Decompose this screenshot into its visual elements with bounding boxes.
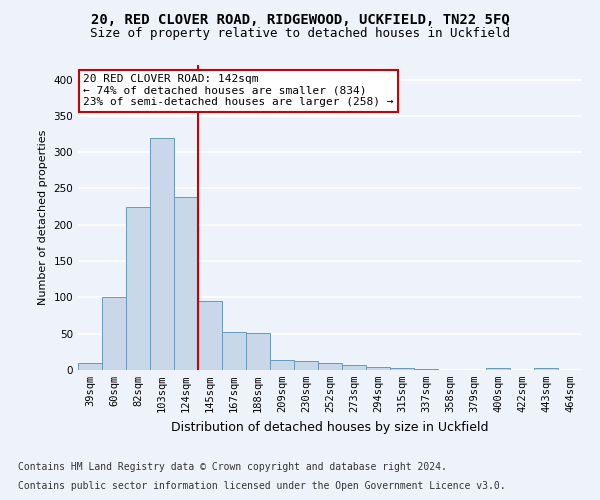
Bar xyxy=(198,301,222,370)
Text: Contains HM Land Registry data © Crown copyright and database right 2024.: Contains HM Land Registry data © Crown c… xyxy=(18,462,447,472)
Bar xyxy=(78,362,102,370)
Text: 20 RED CLOVER ROAD: 142sqm
← 74% of detached houses are smaller (834)
23% of sem: 20 RED CLOVER ROAD: 142sqm ← 74% of deta… xyxy=(83,74,394,108)
Text: 20, RED CLOVER ROAD, RIDGEWOOD, UCKFIELD, TN22 5FQ: 20, RED CLOVER ROAD, RIDGEWOOD, UCKFIELD… xyxy=(91,12,509,26)
X-axis label: Distribution of detached houses by size in Uckfield: Distribution of detached houses by size … xyxy=(171,420,489,434)
Text: Size of property relative to detached houses in Uckfield: Size of property relative to detached ho… xyxy=(90,28,510,40)
Bar xyxy=(270,360,294,370)
Bar xyxy=(414,368,438,370)
Bar xyxy=(102,296,126,370)
Text: Contains public sector information licensed under the Open Government Licence v3: Contains public sector information licen… xyxy=(18,481,506,491)
Bar xyxy=(222,332,246,370)
Bar xyxy=(294,360,318,370)
Y-axis label: Number of detached properties: Number of detached properties xyxy=(38,130,48,305)
Bar xyxy=(342,365,366,370)
Bar xyxy=(486,368,510,370)
Bar xyxy=(174,197,198,370)
Bar xyxy=(390,368,414,370)
Bar xyxy=(534,368,558,370)
Bar xyxy=(150,138,174,370)
Bar xyxy=(318,362,342,370)
Bar xyxy=(246,333,270,370)
Bar xyxy=(126,206,150,370)
Bar xyxy=(366,367,390,370)
